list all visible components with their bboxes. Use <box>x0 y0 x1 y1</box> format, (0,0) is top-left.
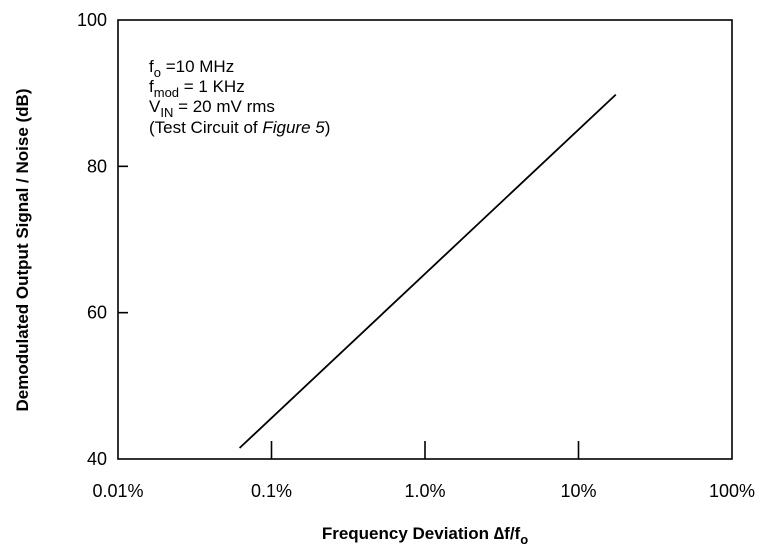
x-tick-group: 0.01% 0.1% 1.0% 10% 100% <box>92 441 755 501</box>
y-tick-label: 60 <box>87 303 107 323</box>
annotation-fo: fo =10 MHz <box>149 57 234 80</box>
series-group <box>238 93 617 449</box>
x-tick-label: 10% <box>560 481 596 501</box>
annotation-fmod: fmod = 1 KHz <box>149 77 245 100</box>
y-tick-group: 40 60 80 100 <box>77 10 128 469</box>
annotation-vin: VIN = 20 mV rms <box>149 97 275 120</box>
x-tick-label: 100% <box>709 481 755 501</box>
y-tick-label: 100 <box>77 10 107 30</box>
x-tick-label: 1.0% <box>404 481 445 501</box>
series-line <box>238 93 617 449</box>
x-tick-label: 0.1% <box>251 481 292 501</box>
y-tick-label: 80 <box>87 156 107 176</box>
y-axis-title: Demodulated Output Signal / Noise (dB) <box>13 89 32 412</box>
y-tick-label: 40 <box>87 449 107 469</box>
x-tick-label: 0.01% <box>92 481 143 501</box>
x-axis-title: Frequency Deviation ∆f/fo <box>322 524 528 547</box>
annotation-test-circuit: (Test Circuit of Figure 5) <box>149 118 330 137</box>
